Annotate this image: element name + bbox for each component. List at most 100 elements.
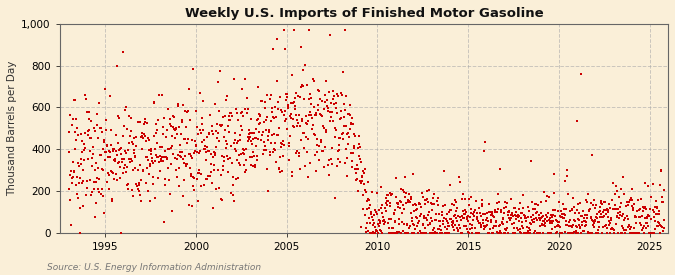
Point — [620, 216, 630, 220]
Point — [333, 136, 344, 140]
Point — [437, 219, 448, 223]
Point — [246, 131, 257, 135]
Point — [474, 206, 485, 210]
Point — [585, 230, 595, 235]
Point — [230, 130, 240, 135]
Point — [259, 143, 270, 148]
Point — [303, 28, 314, 32]
Point — [104, 186, 115, 191]
Point — [381, 203, 392, 207]
Point — [265, 150, 275, 154]
Point — [251, 154, 262, 158]
Point — [238, 163, 249, 167]
Point — [279, 28, 290, 32]
Point — [523, 229, 534, 233]
Point — [209, 163, 220, 167]
Point — [424, 210, 435, 214]
Point — [169, 127, 180, 132]
Point — [110, 133, 121, 137]
Point — [110, 159, 121, 163]
Point — [619, 218, 630, 222]
Point — [444, 216, 455, 221]
Point — [514, 219, 524, 223]
Point — [599, 200, 610, 204]
Point — [618, 175, 628, 179]
Point — [66, 123, 77, 127]
Point — [265, 153, 275, 158]
Point — [156, 145, 167, 149]
Point — [516, 230, 526, 235]
Point — [529, 217, 539, 221]
Point — [468, 214, 479, 219]
Point — [156, 93, 167, 98]
Point — [326, 109, 337, 114]
Point — [433, 203, 443, 207]
Point — [628, 230, 639, 235]
Point — [583, 230, 594, 235]
Point — [153, 118, 164, 122]
Point — [580, 198, 591, 202]
Point — [70, 147, 81, 151]
Point — [148, 101, 159, 106]
Point — [238, 151, 249, 155]
Point — [499, 211, 510, 216]
Point — [567, 207, 578, 212]
Point — [115, 152, 126, 156]
Point — [102, 179, 113, 184]
Point — [203, 132, 214, 137]
Point — [223, 130, 234, 134]
Point — [74, 164, 84, 169]
Point — [373, 230, 383, 235]
Point — [539, 190, 550, 195]
Point — [470, 230, 481, 235]
Point — [259, 139, 269, 144]
Point — [154, 160, 165, 165]
Point — [217, 123, 227, 128]
Point — [624, 200, 634, 204]
Point — [451, 200, 462, 205]
Point — [341, 147, 352, 152]
Point — [625, 230, 636, 235]
Point — [275, 145, 286, 149]
Point — [136, 147, 147, 152]
Point — [292, 117, 303, 122]
Point — [267, 106, 277, 110]
Point — [184, 118, 195, 122]
Point — [351, 163, 362, 167]
Point — [138, 132, 149, 137]
Point — [230, 107, 241, 111]
Point — [140, 139, 151, 144]
Point — [647, 230, 657, 235]
Point — [315, 138, 326, 142]
Point — [510, 206, 520, 210]
Point — [539, 222, 549, 227]
Point — [588, 203, 599, 208]
Point — [289, 125, 300, 129]
Point — [246, 142, 257, 147]
Point — [457, 197, 468, 201]
Point — [330, 196, 341, 200]
Point — [329, 135, 340, 139]
Point — [301, 121, 312, 126]
Point — [405, 211, 416, 215]
Point — [202, 177, 213, 181]
Point — [566, 230, 576, 235]
Point — [400, 195, 410, 199]
Point — [161, 155, 172, 160]
Point — [537, 214, 548, 218]
Point — [316, 140, 327, 145]
Point — [566, 224, 576, 229]
Point — [506, 210, 517, 215]
Point — [138, 167, 148, 172]
Point — [549, 208, 560, 212]
Point — [432, 199, 443, 203]
Point — [659, 226, 670, 231]
Point — [372, 211, 383, 216]
Point — [288, 117, 298, 121]
Point — [356, 181, 367, 185]
Point — [193, 168, 204, 172]
Point — [194, 127, 205, 132]
Point — [543, 195, 554, 200]
Point — [353, 167, 364, 172]
Point — [239, 152, 250, 156]
